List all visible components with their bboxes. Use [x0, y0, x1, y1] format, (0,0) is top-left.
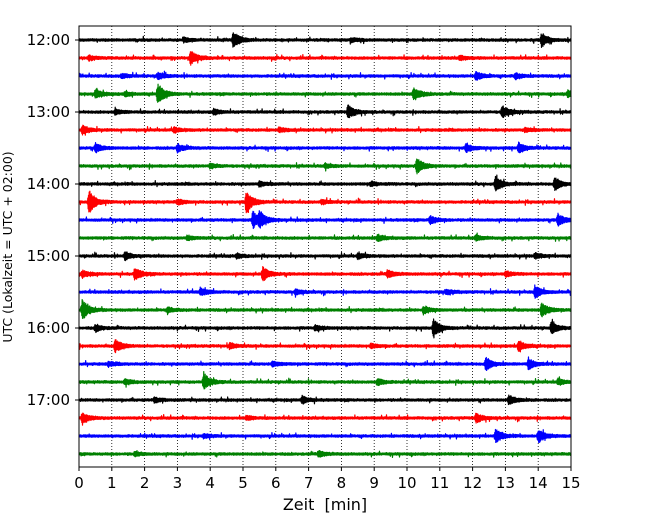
seismic-trace: [78, 83, 572, 103]
seismic-trace: [78, 428, 572, 444]
seismic-trace: [78, 158, 572, 175]
seismic-trace: [78, 394, 572, 406]
x-tick-label: 9: [369, 474, 379, 492]
y-tick-label: 12:00: [27, 31, 70, 49]
x-tick-label: 1: [107, 474, 117, 492]
seismic-trace: [78, 51, 572, 66]
x-tick-label: 2: [140, 474, 150, 492]
seismic-trace: [78, 299, 572, 319]
x-tick-label: 5: [238, 474, 248, 492]
y-axis-title: UTC (Lokalzeit = UTC + 02:00): [0, 151, 15, 342]
seismic-trace: [78, 412, 572, 426]
seismic-trace: [78, 32, 572, 48]
y-tick-label: 14:00: [27, 175, 70, 193]
x-tick-label: 12: [463, 474, 482, 492]
y-tick-label: 13:00: [27, 103, 70, 121]
x-tick-label: 0: [74, 474, 84, 492]
seismic-trace: [78, 104, 572, 119]
seismic-trace: [78, 284, 572, 299]
y-tick-label: 16:00: [27, 319, 70, 337]
seismic-trace: [78, 339, 572, 354]
x-tick-label: 3: [173, 474, 183, 492]
plot-frame: [78, 25, 572, 468]
seismic-trace: [78, 450, 572, 459]
seismic-trace: [78, 141, 572, 154]
y-tick-label: 17:00: [27, 391, 70, 409]
trace-layer: [78, 32, 572, 459]
x-tick-label: 11: [430, 474, 449, 492]
x-tick-label: 7: [304, 474, 314, 492]
x-tick-label: 6: [271, 474, 281, 492]
seismic-trace: [78, 356, 572, 372]
seismic-trace: [78, 124, 572, 136]
seismic-trace: [78, 318, 572, 339]
seismic-trace: [78, 174, 572, 192]
seismic-trace: [78, 370, 572, 390]
y-tick-label: 15:00: [27, 247, 70, 265]
seismic-trace: [78, 210, 572, 230]
seismic-trace: [78, 265, 572, 282]
x-tick-label: 10: [397, 474, 416, 492]
x-axis-title: Zeit [min]: [283, 495, 367, 514]
seismic-trace: [78, 70, 572, 81]
axis-layer: 0 1 2 3 4 5 6 7 8 9 10 11 12 13 14 1512:0013:0014:0015:…: [27, 31, 581, 492]
x-tick-label: 4: [205, 474, 215, 492]
x-tick-label: 15: [561, 474, 580, 492]
x-tick-label: 14: [529, 474, 548, 492]
seismic-trace: [78, 251, 572, 262]
x-tick-label: 8: [337, 474, 347, 492]
seismic-trace: [78, 232, 572, 243]
x-tick-label: 13: [496, 474, 515, 492]
seismic-trace: [78, 190, 572, 214]
